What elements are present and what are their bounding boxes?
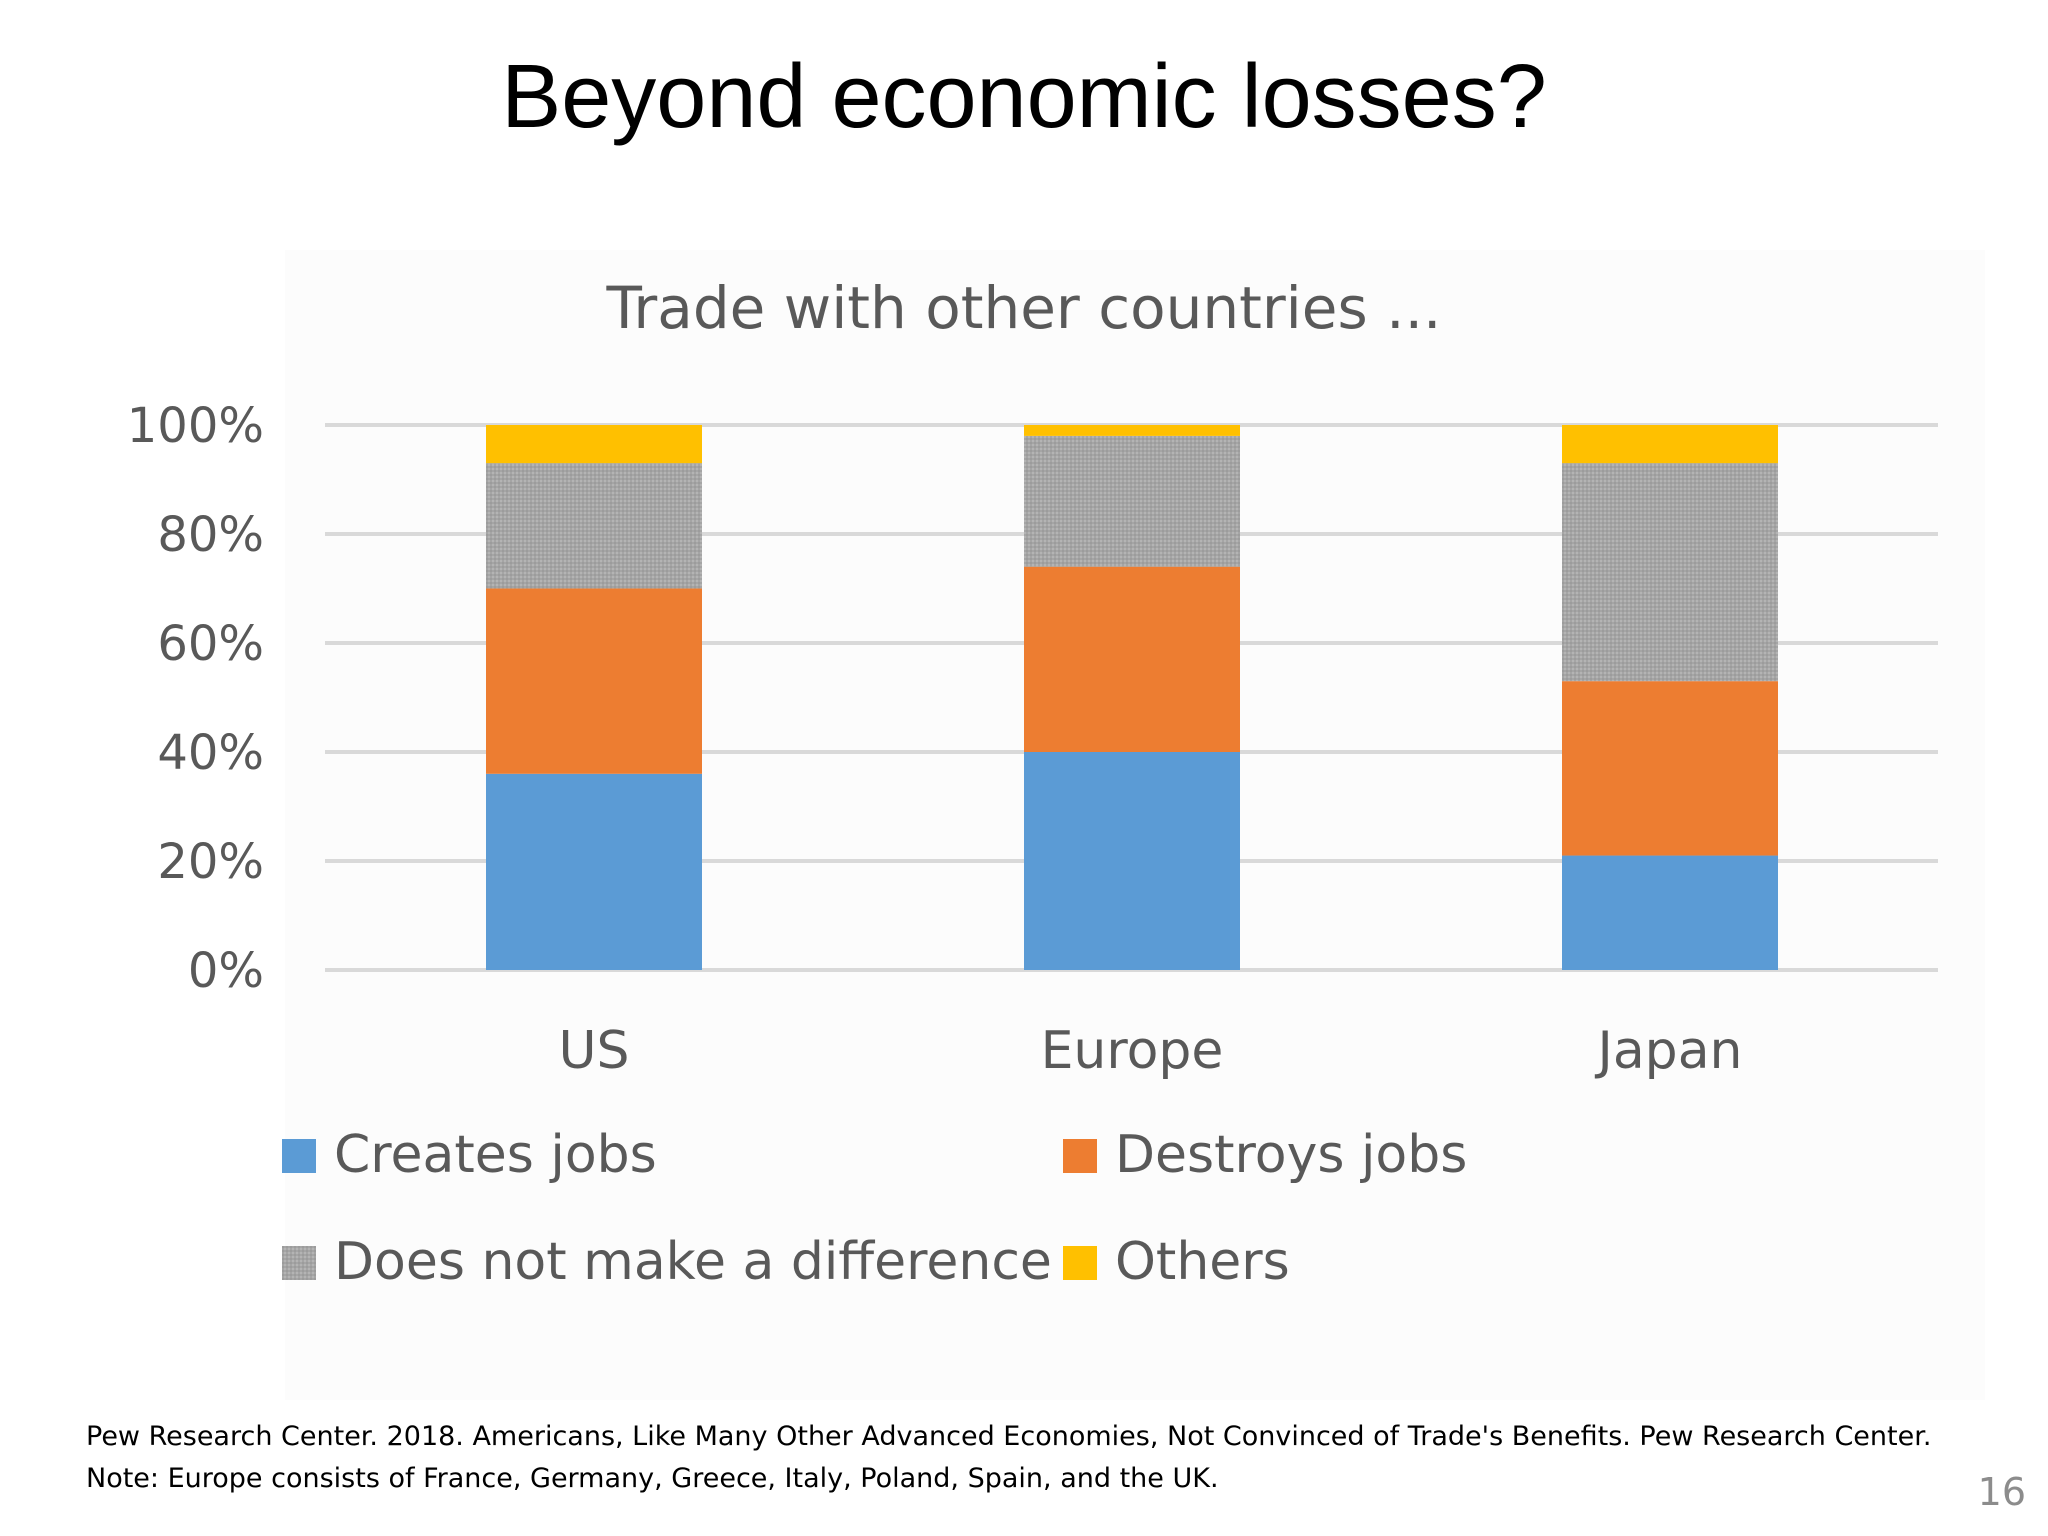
x-tick-label: US [558, 1021, 629, 1081]
y-tick-label: 0% [188, 943, 264, 999]
bar-segment [1562, 463, 1778, 682]
bars [486, 425, 1778, 970]
bar-segment [1024, 435, 1240, 567]
legend-label: Destroys jobs [1115, 1125, 1467, 1185]
legend-swatch [282, 1246, 316, 1280]
legend-swatch [1063, 1246, 1097, 1280]
y-tick-label: 100% [127, 398, 264, 454]
x-tick-label: Europe [1041, 1021, 1224, 1081]
bar-segment [1024, 425, 1240, 436]
bar-segment [486, 588, 702, 774]
bar-segment [1562, 681, 1778, 856]
x-axis: US Europe Japan [558, 1021, 1742, 1081]
legend-swatch [282, 1139, 316, 1173]
y-axis: 0% 20% 40% 60% 80% 100% [127, 398, 264, 999]
bar-segment [1562, 855, 1778, 970]
bar-segment [486, 425, 702, 464]
legend: Creates jobs Destroys jobs Does not make a… [282, 1125, 1467, 1292]
legend-label: Creates jobs [334, 1125, 657, 1185]
y-tick-label: 40% [157, 725, 264, 781]
chart-title: Trade with other countries ... [606, 274, 1442, 342]
source-note: Pew Research Center. 2018. Americans, Li… [86, 1416, 1986, 1500]
bar-segment [1562, 425, 1778, 464]
page-number: 16 [1977, 1470, 2026, 1514]
bar-segment [486, 773, 702, 970]
y-tick-label: 60% [157, 616, 264, 672]
source-citation: Pew Research Center. 2018. Americans, Li… [86, 1421, 1932, 1452]
y-tick-label: 80% [157, 507, 264, 563]
y-tick-label: 20% [157, 834, 264, 890]
bar-segment [486, 463, 702, 589]
stacked-bar-chart: Trade with other countries ... 0% 20% 40% 6… [127, 274, 1938, 1292]
x-tick-label: Japan [1594, 1021, 1742, 1081]
legend-label: Others [1115, 1232, 1290, 1292]
slide-title: Beyond economic losses? [501, 47, 1547, 147]
bar-segment [1024, 752, 1240, 970]
bar-segment [1024, 566, 1240, 752]
legend-swatch [1063, 1139, 1097, 1173]
source-note-line: Note: Europe consists of France, Germany… [86, 1463, 1219, 1494]
legend-label: Does not make a difference [334, 1232, 1052, 1292]
